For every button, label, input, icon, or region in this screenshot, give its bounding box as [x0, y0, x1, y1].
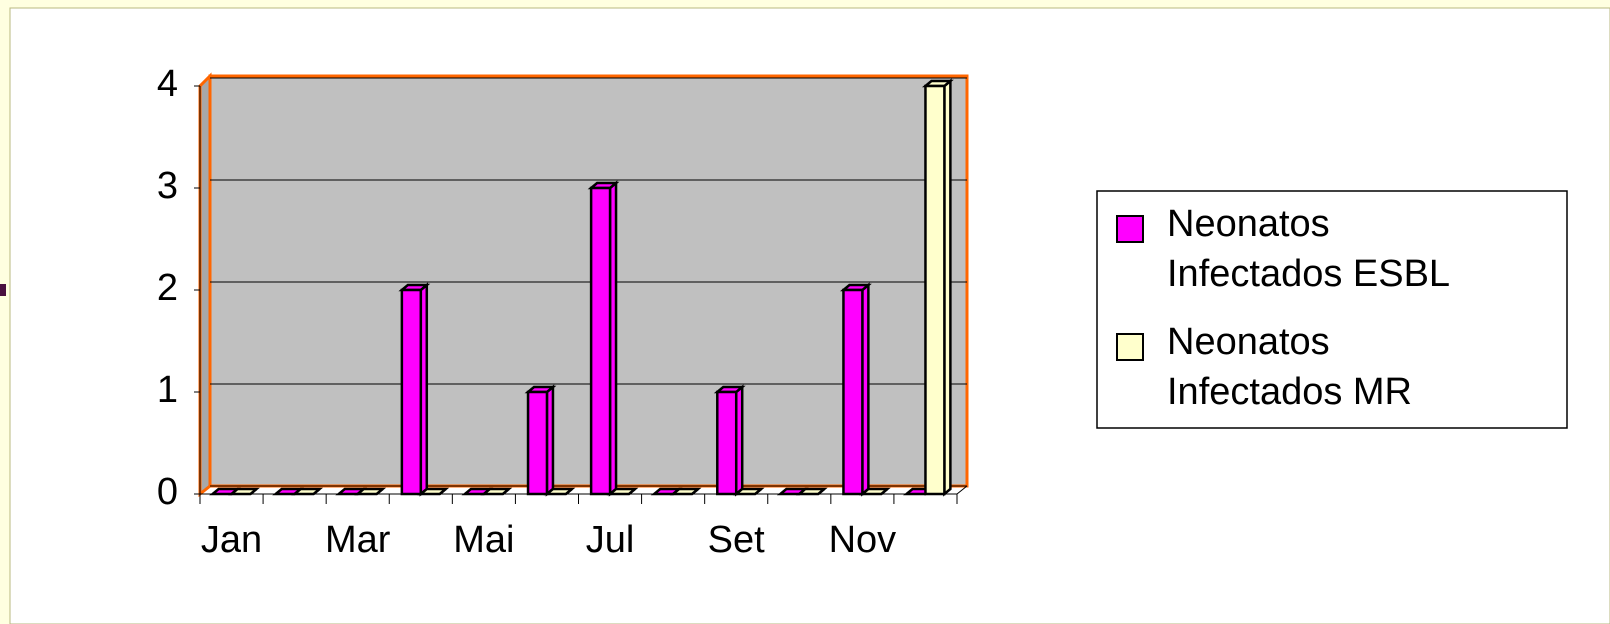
bar-top — [480, 487, 513, 496]
legend-line: Neonatos — [1167, 321, 1330, 363]
legend-line: Infectados MR — [1167, 371, 1412, 413]
legend-line: Infectados ESBL — [1167, 253, 1450, 295]
plot-area — [208, 74, 969, 488]
bar-top — [795, 487, 828, 496]
marker — [0, 284, 6, 296]
bar-top — [354, 487, 387, 496]
bar-top — [543, 487, 576, 496]
x-tick-label: Nov — [829, 519, 897, 561]
legend-swatch — [1116, 215, 1144, 243]
bar-top — [606, 487, 639, 496]
bar-top — [228, 487, 260, 496]
x-tick-label: Mai — [453, 519, 514, 561]
legend — [1096, 190, 1568, 429]
y-tick-label: 2 — [157, 267, 178, 309]
x-tick-label: Mar — [325, 519, 391, 561]
x-tick-label: Set — [708, 519, 765, 561]
legend-swatch — [1116, 333, 1144, 361]
bar — [526, 390, 549, 496]
legend-label: Neonatos Infectados MR — [1167, 321, 1412, 413]
bar-top — [732, 487, 765, 496]
x-tick-label: Jul — [586, 519, 635, 561]
bar-top — [669, 487, 702, 496]
bar — [589, 186, 612, 496]
side-wall — [198, 72, 212, 498]
x-tick-label: Jan — [201, 519, 262, 561]
legend-line: Neonatos — [1167, 203, 1330, 245]
y-tick-label: 1 — [157, 369, 178, 411]
bar — [924, 84, 946, 496]
y-tick-label: 4 — [157, 63, 178, 105]
bar-top — [858, 487, 891, 496]
bar — [400, 288, 423, 496]
bar — [716, 390, 738, 496]
y-tick-label: 3 — [157, 165, 178, 207]
legend-label: Neonatos Infectados ESBL — [1167, 203, 1450, 295]
bar-top — [417, 487, 450, 496]
y-tick-label: 0 — [157, 471, 178, 513]
bar-top — [291, 487, 324, 496]
bar — [842, 288, 864, 496]
floor-edge — [956, 485, 968, 495]
